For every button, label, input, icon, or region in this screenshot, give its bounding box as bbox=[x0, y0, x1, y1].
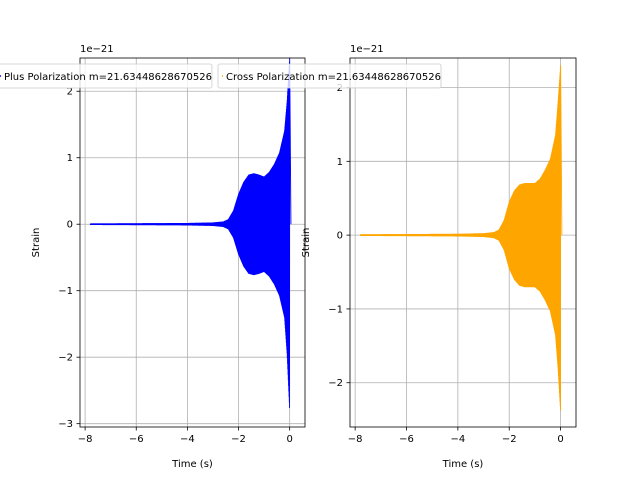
legend-label: Cross Polarization m=21.63448628670526 bbox=[226, 72, 441, 83]
x-tick-label: −6 bbox=[399, 434, 414, 445]
y-axis-label: Strain bbox=[31, 228, 42, 258]
series-line bbox=[359, 64, 563, 411]
y-tick-label: −1 bbox=[58, 286, 73, 297]
plot-area bbox=[89, 57, 292, 409]
legend-label: Plus Polarization m=21.63448628670526 bbox=[4, 72, 212, 83]
axes-frame bbox=[349, 57, 577, 428]
x-tick-label: 0 bbox=[557, 434, 563, 445]
legend-box bbox=[217, 63, 442, 89]
x-tick-label: −2 bbox=[231, 434, 246, 445]
tick-marks: −8 −6 −4 −2 0 −3 −2 −1 0 1 2 bbox=[58, 87, 293, 445]
series-line bbox=[89, 57, 292, 409]
y-tick-label: −1 bbox=[328, 304, 343, 315]
y-tick-label: 0 bbox=[337, 231, 343, 242]
plot-area bbox=[359, 64, 563, 411]
x-tick-label: −2 bbox=[502, 434, 517, 445]
tick-marks: −8 −6 −4 −2 0 −2 −1 0 1 2 bbox=[328, 83, 564, 445]
x-axis-label: Time (s) bbox=[442, 459, 484, 470]
x-tick-label: −8 bbox=[78, 434, 93, 445]
y-tick-label: −2 bbox=[58, 353, 73, 364]
x-tick-label: −6 bbox=[129, 434, 144, 445]
y-tick-label: 1 bbox=[337, 157, 343, 168]
y-tick-label: 0 bbox=[67, 220, 73, 231]
y-tick-label: 1 bbox=[67, 153, 73, 164]
y-tick-label: −3 bbox=[58, 419, 73, 430]
x-tick-label: 0 bbox=[286, 434, 292, 445]
y-offset-text: 1e−21 bbox=[350, 44, 384, 55]
x-tick-label: −4 bbox=[450, 434, 465, 445]
y-tick-label: −2 bbox=[328, 378, 343, 389]
x-tick-label: −8 bbox=[348, 434, 363, 445]
chart-plus-polarization: −8 −6 −4 −2 0 −3 −2 −1 0 1 2 1e−21 Time (s) Strain… bbox=[0, 44, 306, 470]
y-tick-label: 2 bbox=[67, 87, 73, 98]
axes-frame bbox=[79, 57, 306, 428]
x-axis-label: Time (s) bbox=[171, 459, 213, 470]
x-tick-label: −4 bbox=[180, 434, 195, 445]
y-axis-label: Strain bbox=[301, 228, 312, 258]
y-tick-label: 2 bbox=[337, 83, 343, 94]
legend: Plus Polarization m=21.63448628670526 bbox=[0, 63, 213, 89]
y-offset-text: 1e−21 bbox=[80, 44, 114, 55]
legend: Cross Polarization m=21.63448628670526 bbox=[217, 63, 442, 89]
chart-cross-polarization: −8 −6 −4 −2 0 −2 −1 0 1 2 1e−21 Time (s) Strain C… bbox=[217, 44, 577, 470]
legend-box bbox=[0, 63, 213, 89]
